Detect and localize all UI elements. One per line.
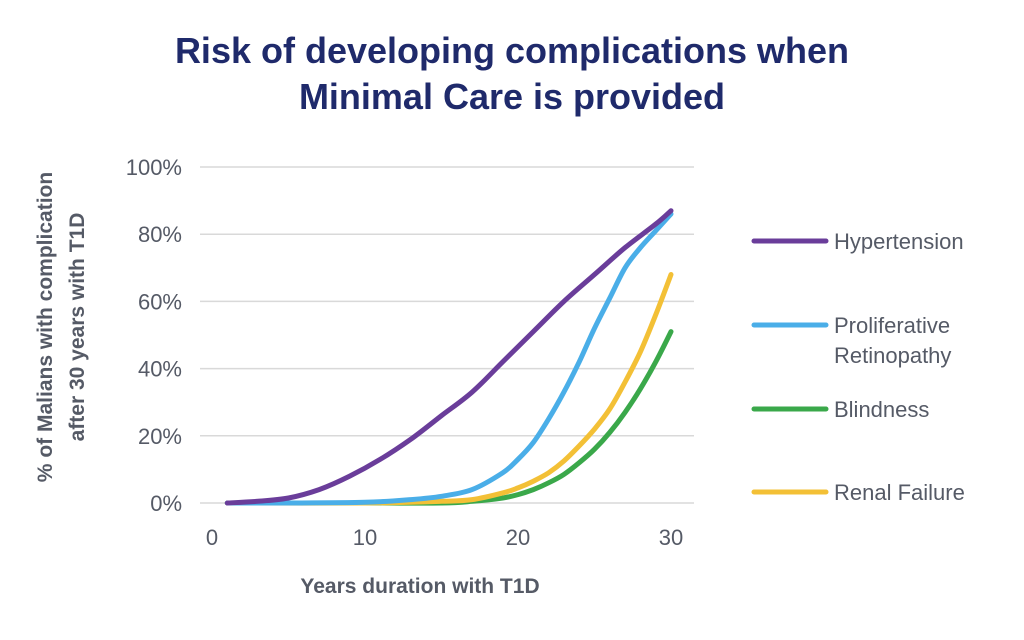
- y-tick-label: 100%: [126, 155, 182, 180]
- chart-title: Risk of developing complications when Mi…: [0, 28, 1024, 120]
- legend-item-blindness: Blindness: [751, 397, 929, 422]
- legend-item-proliferative-retinopathy: Proliferative Retinopathy: [751, 313, 951, 368]
- y-tick-label: 0%: [150, 491, 182, 516]
- y-axis-title: % of Malians with complication after 30 …: [34, 172, 89, 482]
- legend-label: Blindness: [834, 397, 929, 422]
- x-tick-label: 30: [659, 525, 683, 550]
- y-tick-label: 20%: [138, 424, 182, 449]
- legend: Hypertension Proliferative Retinopathy Blin…: [751, 229, 965, 505]
- x-tick-label: 20: [506, 525, 530, 550]
- y-tick-label: 40%: [138, 357, 182, 382]
- series-line-hypertension: [224, 208, 674, 506]
- x-tick-label: 0: [206, 525, 218, 550]
- x-axis-title: Years duration with T1D: [300, 575, 539, 598]
- y-tick-label: 60%: [138, 289, 182, 314]
- chart-title-line-2: Minimal Care is provided: [298, 76, 726, 117]
- legend-label: Hypertension: [834, 229, 964, 254]
- chart-title-line-1: Risk of developing complications when: [174, 30, 850, 71]
- legend-item-renal-failure: Renal Failure: [751, 480, 965, 505]
- legend-item-hypertension: Hypertension: [751, 229, 964, 254]
- grid-lines: [200, 166, 694, 504]
- series-line-renal-failure: [224, 272, 674, 506]
- series-lines: [224, 208, 674, 506]
- x-tick-label: 10: [353, 525, 377, 550]
- legend-label: Proliferative Retinopathy: [834, 313, 951, 368]
- y-axis-title-line-1: % of Malians with complication: [34, 172, 57, 482]
- y-tick-label: 80%: [138, 222, 182, 247]
- tick-labels: 0% 20% 40% 60% 80% 100% 0 10 20 30: [126, 155, 684, 550]
- y-axis-title-line-2: after 30 years with T1D: [66, 213, 89, 442]
- series-line-proliferative-retinopathy: [224, 211, 674, 506]
- legend-label: Renal Failure: [834, 480, 965, 505]
